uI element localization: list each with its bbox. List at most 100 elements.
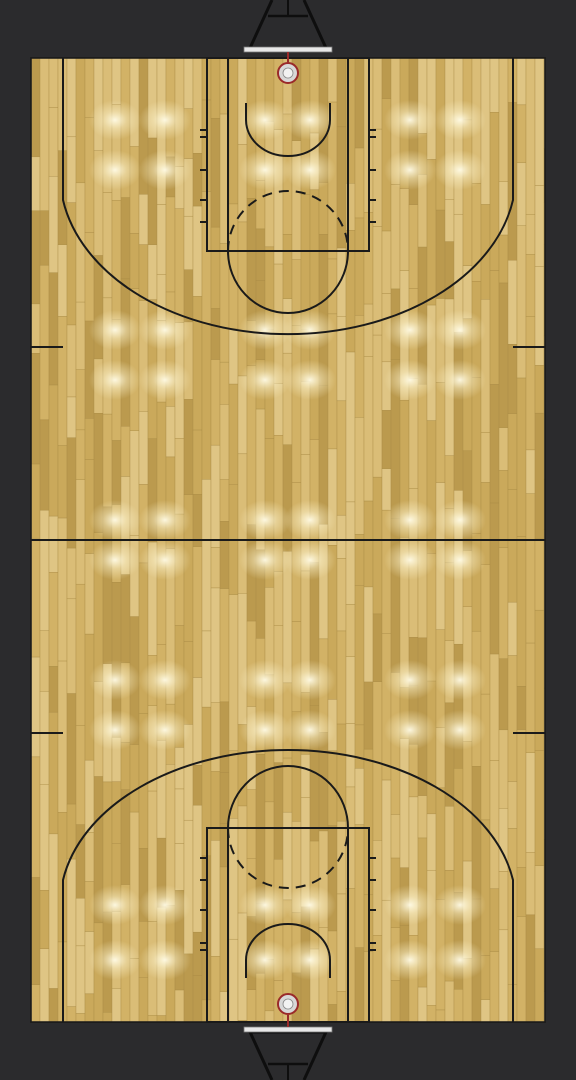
bottom-free-throw-circle-dashed <box>227 827 349 889</box>
wood-plank <box>111 200 122 320</box>
wood-plank <box>48 107 59 177</box>
wood-plank <box>255 972 266 1022</box>
wood-plank <box>372 476 383 615</box>
light-reflection <box>384 540 436 580</box>
wood-plank <box>84 832 95 882</box>
wood-plank <box>192 296 203 431</box>
wood-plank <box>48 175 59 273</box>
wood-plank <box>174 788 185 844</box>
wood-plank <box>471 766 482 900</box>
wood-plank <box>138 977 149 1022</box>
wood-plank <box>318 524 329 640</box>
wood-plank <box>507 344 518 414</box>
light-reflection <box>239 940 291 980</box>
light-reflection <box>434 500 486 540</box>
wood-plank <box>210 771 221 841</box>
wood-plank <box>31 537 41 658</box>
wood-plank <box>525 316 536 451</box>
light-reflection <box>89 150 141 190</box>
light-reflection <box>239 150 291 190</box>
wood-plank <box>525 914 536 1022</box>
wood-plank <box>516 729 527 868</box>
wood-plank <box>345 501 356 605</box>
wood-plank <box>48 515 59 573</box>
wood-plank <box>318 182 329 235</box>
wood-plank <box>507 655 518 782</box>
wood-plank <box>426 680 437 815</box>
wood-plank <box>75 429 86 480</box>
wood-plank <box>75 945 86 1014</box>
light-reflection <box>139 540 191 580</box>
light-reflection <box>239 500 291 540</box>
wood-plank <box>48 988 59 1022</box>
wood-plank <box>66 58 77 138</box>
wood-plank <box>534 750 545 866</box>
wood-plank <box>120 197 131 280</box>
wood-plank <box>102 1012 113 1022</box>
wood-plank <box>174 989 185 1022</box>
light-reflection <box>239 540 291 580</box>
light-reflection <box>284 940 336 980</box>
wood-plank <box>210 118 221 228</box>
light-reflection <box>384 710 436 750</box>
wood-plank <box>408 744 419 798</box>
wood-plank <box>84 232 95 322</box>
wood-plank <box>345 351 356 503</box>
wood-plank <box>507 413 518 490</box>
wood-plank <box>156 204 167 275</box>
light-reflection <box>239 885 291 925</box>
wood-plank <box>354 417 365 535</box>
wood-plank <box>156 739 167 839</box>
wood-plank <box>363 356 374 502</box>
wood-plank <box>129 744 140 813</box>
wood-plank <box>480 819 491 956</box>
light-reflection <box>284 100 336 140</box>
wood-plank <box>435 787 446 900</box>
wood-plank <box>111 781 122 844</box>
wood-plank <box>210 587 221 703</box>
light-reflection <box>89 660 141 700</box>
wood-plank <box>282 234 293 299</box>
wood-plank <box>210 359 221 446</box>
light-reflection <box>284 150 336 190</box>
wood-plank <box>228 594 239 752</box>
wood-plank <box>282 444 293 552</box>
light-reflection <box>89 310 141 350</box>
wood-plank <box>372 935 383 1022</box>
light-reflection <box>384 660 436 700</box>
wood-plank <box>120 789 131 885</box>
wood-plank <box>327 1004 338 1022</box>
wood-plank <box>336 893 347 992</box>
wood-plank <box>291 325 302 483</box>
wood-plank <box>39 58 50 211</box>
wood-plank <box>345 656 356 724</box>
wood-plank <box>426 1005 437 1022</box>
wood-plank <box>426 813 437 871</box>
wood-plank <box>31 156 41 211</box>
light-reflection <box>384 150 436 190</box>
top-restricted-arc <box>245 103 331 157</box>
wood-plank <box>210 308 221 360</box>
wood-plank <box>255 228 266 281</box>
wood-plank <box>210 840 221 957</box>
wood-plank <box>516 58 527 106</box>
wood-plank <box>372 334 383 478</box>
wood-plank <box>219 701 230 773</box>
light-reflection <box>434 360 486 400</box>
wood-plank <box>327 750 338 826</box>
wood-plank <box>498 282 509 428</box>
wood-plank <box>516 377 527 537</box>
wood-plank <box>129 233 140 289</box>
wood-plank <box>336 400 347 516</box>
bottom-free-throw-circle-solid <box>227 765 349 829</box>
wood-plank <box>489 502 500 655</box>
wood-plank <box>453 768 464 893</box>
light-reflection <box>239 660 291 700</box>
wood-plank <box>120 574 131 664</box>
wood-plank <box>210 547 221 589</box>
wood-plank <box>354 768 365 825</box>
light-reflection <box>384 360 436 400</box>
wood-plank <box>237 221 248 377</box>
wood-plank <box>327 58 338 103</box>
wood-plank <box>138 411 149 485</box>
